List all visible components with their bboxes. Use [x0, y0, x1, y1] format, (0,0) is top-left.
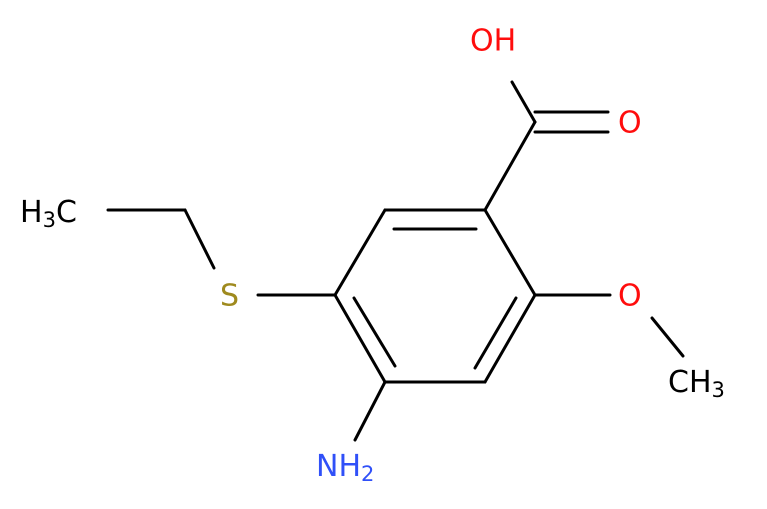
label-subscript: 2 — [361, 462, 374, 486]
label-tail: C — [56, 195, 77, 230]
label-subscript: 3 — [712, 378, 725, 402]
bond — [183, 208, 216, 270]
atom-label: O — [618, 279, 642, 314]
bond — [510, 80, 537, 124]
atom-label: OH — [470, 24, 516, 59]
label-main: NH — [316, 449, 361, 484]
bond — [650, 316, 685, 358]
bond — [483, 120, 537, 212]
bond — [352, 296, 397, 368]
atom-label: NH2 — [316, 449, 374, 487]
label-subscript: 3 — [43, 208, 56, 232]
atom-label: S — [220, 279, 239, 314]
bond — [483, 293, 537, 384]
atom-label: O — [618, 106, 642, 141]
bond — [483, 208, 537, 297]
label-main: CH — [668, 365, 712, 400]
bond — [333, 293, 387, 384]
bonds — [106, 80, 685, 442]
bond — [353, 380, 387, 442]
atom-label: CH3 — [668, 365, 725, 403]
atom-label: H3C — [20, 195, 77, 233]
label-main: H — [20, 195, 43, 230]
bond — [473, 296, 518, 370]
bond — [333, 208, 387, 297]
